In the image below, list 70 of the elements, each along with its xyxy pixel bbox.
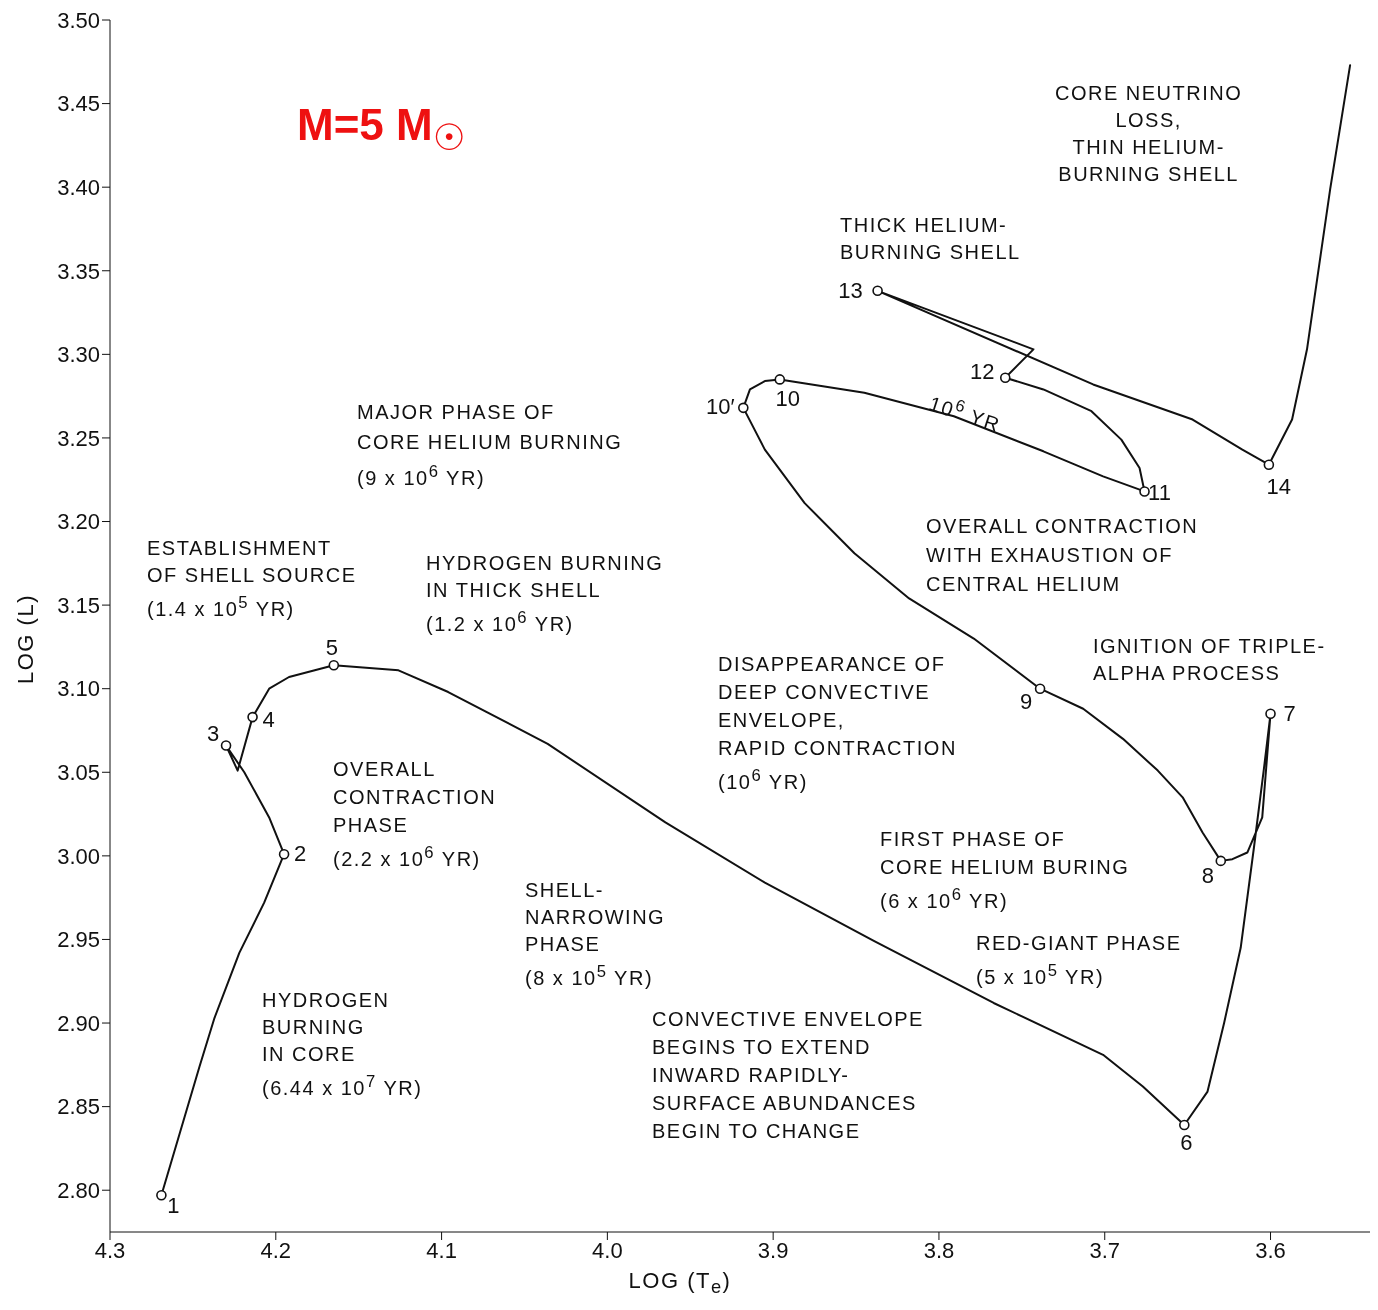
point: [278, 848, 290, 860]
x-axis-title: LOG (T$_{e}$): [627, 1268, 733, 1299]
annotation: HYDROGEN BURNING IN THICK SHELL (1.2 x 10$^{6}$ YR): [426, 551, 664, 637]
annotation: OVERALL CONTRACTION PHASE (2.2 x 10$^{6}$ YR): [333, 757, 497, 872]
point: [1265, 708, 1276, 720]
annotation: HYDROGEN BURNING IN CORE (6.44 x 10$^{7}$ YR): [262, 988, 423, 1101]
x-tick-label: 4.1: [426, 1237, 457, 1263]
annotation: FIRST PHASE OF CORE HELIUM BURING (6 x 10$^{6}$ YR): [880, 827, 1130, 914]
point: [1179, 1119, 1190, 1131]
x-tick-label: 3.9: [757, 1237, 789, 1263]
x-tick-label: 3.6: [1255, 1237, 1286, 1263]
y-tick-label: 3.50: [57, 7, 100, 33]
annotation: 9: [1019, 688, 1033, 715]
annotation: DISAPPEARANCE OF DEEP CONVECTIVE ENVELOPE, RAPID CONTRACTION (10$^{6}$ YR): [718, 652, 957, 795]
y-axis-title: LOG (L): [12, 593, 39, 684]
annotation: 3: [206, 720, 220, 747]
y-tick-label: 3.45: [57, 91, 100, 117]
y-tick-label: 3.10: [57, 676, 100, 702]
annotation: 11: [1148, 480, 1171, 507]
x-tick-label: 3.7: [1089, 1237, 1121, 1263]
point: [872, 285, 883, 297]
annotation: SHELL- NARROWING PHASE (8 x 10$^{5}$ YR): [525, 878, 666, 991]
point: [999, 372, 1011, 384]
annotation: THICK HELIUM- BURNING SHELL: [840, 213, 1021, 265]
y-tick-label: 3.30: [57, 342, 100, 368]
annotation: 1: [167, 1193, 180, 1220]
y-tick-label: 3.00: [57, 843, 100, 869]
annotation: 2: [293, 841, 307, 868]
point: [1034, 683, 1046, 694]
point: [1215, 855, 1227, 867]
annotation: OVERALL CONTRACTION WITH EXHAUSTION OF CENTRAL HELIUM: [926, 514, 1199, 597]
annotation: 4: [262, 707, 275, 734]
annotation: 10: [775, 386, 801, 413]
annotation: 5: [325, 635, 338, 662]
point: [156, 1189, 167, 1201]
y-tick-label: 2.85: [57, 1094, 100, 1120]
annotation: CORE NEUTRINO LOSS, THIN HELIUM- BURNING SHELL: [1055, 81, 1243, 187]
x-tick-label: 4.2: [260, 1237, 292, 1263]
y-tick-label: 3.20: [57, 509, 100, 535]
y-tick-label: 2.90: [57, 1010, 100, 1036]
annotation: 8: [1201, 862, 1214, 889]
y-tick-label: 3.15: [57, 592, 100, 618]
y-tick-label: 2.95: [57, 927, 100, 953]
annotation: ESTABLISHMENT OF SHELL SOURCE (1.4 x 10$^{5}$ YR): [147, 536, 357, 622]
x-tick-label: 3.8: [923, 1237, 955, 1263]
point: [774, 374, 786, 385]
y-tick-label: 3.05: [57, 760, 100, 786]
point: [220, 740, 232, 751]
x-tick-label: 4.3: [94, 1237, 126, 1263]
y-tick-label: 3.25: [57, 425, 100, 451]
annotation: CONVECTIVE ENVELOPE BEGINS TO EXTEND INWARD RAPIDLY- SURFACE ABUNDANCES BEGIN TO CHANGE: [652, 1007, 924, 1144]
point: [1263, 459, 1275, 470]
point: [1139, 486, 1150, 497]
annotation: 7: [1283, 700, 1296, 727]
y-tick-label: 2.80: [57, 1178, 100, 1204]
x-tick-label: 4.0: [592, 1237, 623, 1263]
annotation: IGNITION OF TRIPLE- ALPHA PROCESS: [1093, 634, 1326, 686]
annotation: 12: [970, 358, 995, 385]
annotation: MAJOR PHASE OF CORE HELIUM BURNING (9 x 10$^{6}$ YR): [357, 400, 623, 491]
point: [738, 402, 749, 414]
annotation: 10′: [706, 393, 735, 420]
annotation: 6: [1180, 1130, 1193, 1156]
annotation: 14: [1266, 473, 1292, 500]
point: [247, 711, 258, 723]
text: M=5 M$_{☉}$: [297, 100, 466, 159]
y-tick-label: 3.35: [57, 258, 100, 284]
y-tick-label: 3.40: [57, 174, 100, 200]
annotation: RED-GIANT PHASE (5 x 10$^{5}$ YR): [976, 931, 1182, 990]
annotation: 13: [838, 277, 863, 304]
point: [328, 659, 340, 671]
